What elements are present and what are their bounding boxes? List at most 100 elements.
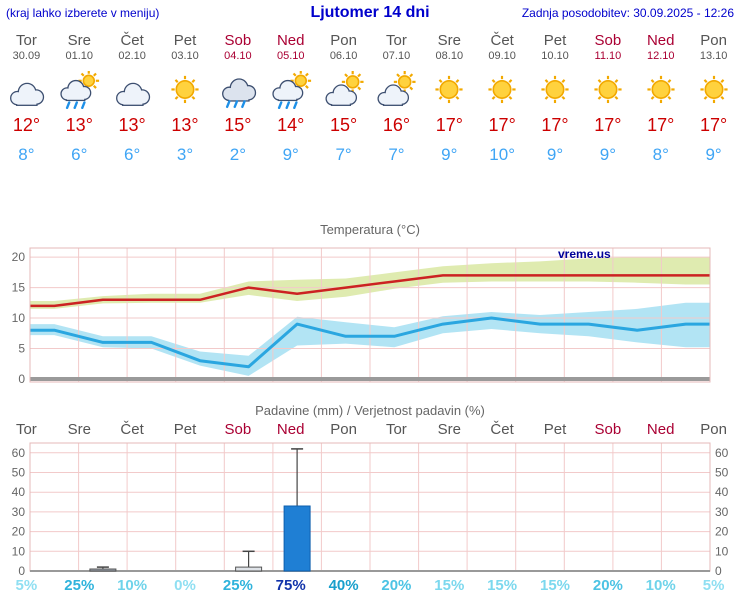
page-title: Ljutomer 14 dni bbox=[310, 4, 430, 21]
day-temp-max: 17° bbox=[647, 115, 675, 135]
day-icon-wrap bbox=[581, 68, 634, 112]
day-icon-wrap bbox=[317, 68, 370, 112]
precip-ytick-left: 40 bbox=[12, 485, 26, 499]
precip-probability: 75% bbox=[276, 577, 306, 594]
day-temp-min: 6° bbox=[124, 145, 141, 164]
precip-probability: 15% bbox=[434, 577, 464, 594]
precip-ytick-left: 60 bbox=[12, 446, 26, 460]
day-temp-max: 14° bbox=[277, 115, 305, 135]
precip-bar bbox=[89, 568, 117, 572]
day-name: Sre bbox=[437, 32, 461, 49]
day-temp-max: 17° bbox=[435, 115, 463, 135]
day-temp-max: 12° bbox=[12, 115, 41, 135]
day-temp-max: 17° bbox=[488, 115, 516, 135]
day-column: Pet 03.10 13° 3° bbox=[159, 32, 212, 165]
precip-probability: 15% bbox=[540, 577, 570, 594]
partly-cloudy-icon bbox=[377, 71, 416, 106]
day-date: 02.10 bbox=[118, 50, 146, 62]
precip-bar bbox=[283, 505, 311, 572]
precip-probability: 25% bbox=[64, 577, 94, 594]
day-name: Čet bbox=[120, 32, 144, 49]
day-date: 07.10 bbox=[382, 50, 411, 62]
day-date: 01.10 bbox=[65, 50, 94, 62]
precip-day-label: Sob bbox=[225, 421, 252, 438]
precip-ytick-left: 0 bbox=[18, 564, 25, 578]
sunny-icon bbox=[594, 75, 622, 104]
day-icon-wrap bbox=[423, 68, 476, 112]
day-date: 05.10 bbox=[276, 50, 305, 62]
day-temp-min: 9° bbox=[705, 145, 722, 164]
precip-probability: 25% bbox=[223, 577, 253, 594]
day-temp-min: 2° bbox=[229, 145, 246, 164]
day-icon-wrap bbox=[634, 68, 687, 112]
day-temp-min: 9° bbox=[282, 145, 299, 164]
day-date: 11.10 bbox=[594, 50, 622, 62]
precip-probability: 20% bbox=[593, 577, 623, 594]
precip-probability: 10% bbox=[117, 577, 147, 594]
day-column: Pon 13.10 17° 9° bbox=[687, 32, 740, 165]
day-date: 08.10 bbox=[435, 50, 464, 62]
day-column: Sob 11.10 17° 9° bbox=[581, 32, 634, 165]
temp-ytick-label: 5 bbox=[18, 342, 25, 356]
precip-day-label: Ned bbox=[277, 421, 305, 438]
day-column: Sre 01.10 13° 6° bbox=[53, 32, 106, 165]
day-icon-wrap bbox=[687, 68, 740, 112]
last-update: Zadnja posodobitev: 30.09.2025 - 12:26 bbox=[521, 6, 734, 20]
sun-cloud-rain-icon bbox=[272, 71, 311, 109]
precip-day-label: Tor bbox=[386, 421, 407, 438]
watermark: vreme.us bbox=[558, 247, 611, 261]
day-temp-max: 13° bbox=[171, 115, 199, 135]
day-name: Čet bbox=[490, 32, 514, 49]
day-temp-min: 9° bbox=[546, 145, 564, 164]
sunny-icon bbox=[647, 75, 675, 104]
day-temp-min: 8° bbox=[18, 145, 35, 164]
day-name: Pet bbox=[173, 32, 197, 49]
precip-probability: 40% bbox=[329, 577, 359, 594]
precip-ytick-right: 60 bbox=[715, 446, 729, 460]
precip-ytick-left: 50 bbox=[12, 466, 26, 480]
precip-probability: 15% bbox=[487, 577, 517, 594]
sunny-icon bbox=[488, 75, 516, 104]
day-temp-max: 13° bbox=[118, 115, 146, 135]
day-icon-wrap bbox=[159, 68, 212, 112]
day-date: 12.10 bbox=[646, 50, 675, 62]
precip-probability: 20% bbox=[381, 577, 411, 594]
day-date: 10.10 bbox=[541, 50, 569, 62]
precip-probability: 0% bbox=[174, 577, 196, 594]
day-name: Ned bbox=[276, 32, 305, 49]
day-icon-wrap bbox=[211, 68, 264, 112]
precipitation-section: Padavine (mm) / Verjetnost padavin (%) T… bbox=[0, 402, 740, 594]
day-temp-min: 7° bbox=[388, 145, 405, 164]
day-temp-max: 15° bbox=[329, 115, 358, 135]
day-name: Sob bbox=[594, 32, 622, 49]
cloudy-icon bbox=[116, 82, 151, 106]
sunny-icon bbox=[171, 75, 199, 104]
day-temp-max: 17° bbox=[541, 115, 569, 135]
precip-day-label: Tor bbox=[16, 421, 37, 438]
precip-day-label: Čet bbox=[120, 421, 144, 438]
day-icon-wrap bbox=[370, 68, 423, 112]
day-column: Tor 07.10 16° 7° bbox=[370, 32, 423, 165]
day-column: Čet 02.10 13° 6° bbox=[106, 32, 159, 165]
day-temp-max: 15° bbox=[224, 115, 252, 135]
day-temp-min: 9° bbox=[441, 145, 458, 164]
precip-ytick-right: 30 bbox=[715, 505, 729, 519]
day-temp-min: 7° bbox=[335, 145, 352, 164]
day-icon-wrap bbox=[529, 68, 582, 112]
precip-day-label: Ned bbox=[647, 421, 675, 438]
temperature-section: Temperatura (°C) 0 5 10 15 20 vreme.us bbox=[0, 221, 740, 390]
precip-probability: 10% bbox=[646, 577, 676, 594]
day-icon-wrap bbox=[476, 68, 529, 112]
day-name: Tor bbox=[386, 32, 407, 49]
day-temp-min: 10° bbox=[489, 145, 516, 164]
day-icon-wrap bbox=[264, 68, 317, 112]
precip-ytick-right: 40 bbox=[715, 485, 729, 499]
day-name: Sob bbox=[224, 32, 252, 49]
precip-day-label: Čet bbox=[490, 421, 514, 438]
day-temp-max: 17° bbox=[699, 115, 728, 135]
sunny-icon bbox=[541, 75, 569, 104]
day-temp-max: 13° bbox=[65, 115, 93, 135]
day-column: Tor 30.09 12° 8° bbox=[0, 32, 53, 165]
precip-bar bbox=[235, 566, 263, 572]
precip-chart-svg: Tor Sre Čet Pet Sob Ned Pon Tor Sre Čet Pet Sob Ned P… bbox=[12, 421, 729, 594]
